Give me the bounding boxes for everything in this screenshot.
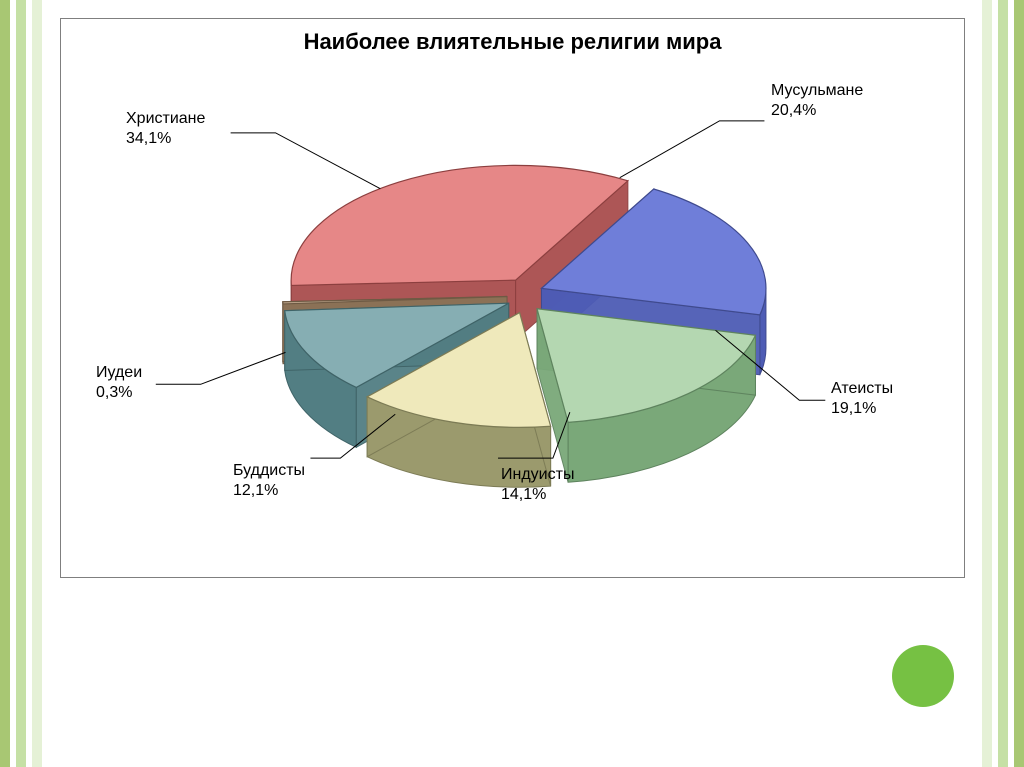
leader-jews [156,352,286,384]
slice-label-value: 20,4% [771,101,863,121]
decor-circle [892,645,954,707]
stripe-outer [1014,0,1024,767]
slice-label-value: 0,3% [96,383,142,403]
slice-label-atheists: Атеисты19,1% [831,379,893,419]
slice-label-value: 12,1% [233,481,305,501]
slice-label-value: 14,1% [501,485,574,505]
slice-label-muslims: Мусульмане20,4% [771,81,863,121]
slice-label-name: Буддисты [233,461,305,481]
slice-label-jews: Иудеи0,3% [96,363,142,403]
slice-label-hindus: Индуисты14,1% [501,465,574,505]
slice-label-name: Христиане [126,109,205,129]
slice-label-name: Индуисты [501,465,574,485]
slice-label-value: 19,1% [831,399,893,419]
slice-label-name: Мусульмане [771,81,863,101]
slice-label-name: Иудеи [96,363,142,383]
leader-muslims [620,121,765,178]
slice-label-value: 34,1% [126,129,205,149]
stripe-mid [16,0,26,767]
chart-frame: Наиболее влиятельные религии мира Мусуль… [60,18,965,578]
leader-christians [231,133,381,189]
right-stripes [982,0,1024,767]
chart-title: Наиболее влиятельные религии мира [61,29,964,55]
stripe-mid [998,0,1008,767]
slice-label-christians: Христиане34,1% [126,109,205,149]
stripe-inner [32,0,42,767]
stripe-outer [0,0,10,767]
slice-label-buddhists: Буддисты12,1% [233,461,305,501]
stripe-inner [982,0,992,767]
chart-area: Мусульмане20,4% Атеисты19,1% Индуисты14,1%… [61,61,964,561]
slice-label-name: Атеисты [831,379,893,399]
left-stripes [0,0,42,767]
